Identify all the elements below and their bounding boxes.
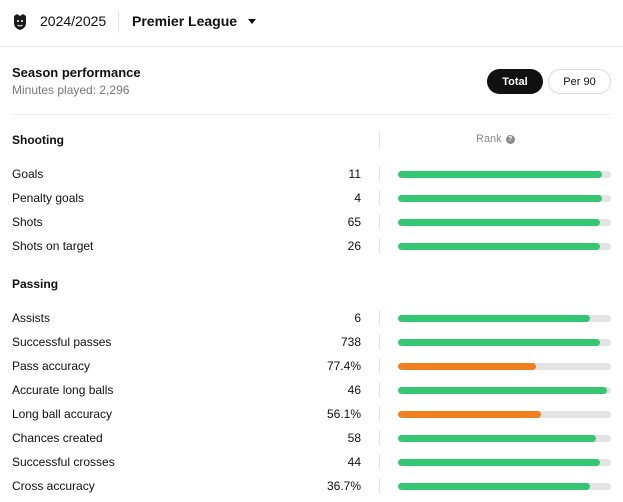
help-icon[interactable]: ? [505, 134, 515, 144]
rank-bar-track [398, 363, 611, 370]
total-toggle-button[interactable]: Total [487, 69, 543, 94]
rank-bar-fill [398, 411, 541, 418]
rank-bar-fill [398, 387, 607, 394]
rank-bar-fill [398, 243, 601, 250]
stat-value: 58 [347, 431, 361, 445]
rank-bar-track [398, 243, 611, 250]
divider [379, 214, 380, 230]
divider [379, 334, 380, 350]
season-selector[interactable]: 2024/2025 [40, 13, 107, 29]
stat-row: Pass accuracy 77.4% [0, 354, 623, 378]
stat-row: Shots on target 26 [0, 234, 623, 258]
rank-header: Rank ? [476, 133, 515, 145]
rank-bar-fill [398, 315, 590, 322]
rank-bar-track [398, 171, 611, 178]
rank-bar-track [398, 387, 611, 394]
stat-row: Shots 65 [0, 210, 623, 234]
rank-label: Rank [476, 133, 502, 145]
divider [379, 190, 380, 206]
rank-bar-track [398, 339, 611, 346]
divider [379, 382, 380, 398]
stat-label: Assists [12, 311, 51, 325]
rank-bar-fill [398, 219, 601, 226]
stat-label: Shots [12, 215, 43, 229]
rank-bar-fill [398, 195, 603, 202]
stat-value: 65 [347, 215, 361, 229]
rank-bar-fill [398, 435, 597, 442]
rank-bar-track [398, 435, 611, 442]
stat-row: Successful passes 738 [0, 330, 623, 354]
divider [379, 358, 380, 374]
stat-row: Chances created 58 [0, 426, 623, 450]
rank-bar-fill [398, 459, 601, 466]
stat-label: Cross accuracy [12, 479, 95, 493]
stat-value: 56.1% [326, 407, 361, 421]
stat-label: Shots on target [12, 239, 94, 253]
stat-row: Long ball accuracy 56.1% [0, 402, 623, 426]
divider [12, 114, 611, 115]
stat-value: 6 [354, 311, 361, 325]
stat-label: Pass accuracy [12, 359, 91, 373]
stat-value: 77.4% [326, 359, 361, 373]
stat-value: 36.7% [326, 479, 361, 493]
rank-bar-fill [398, 483, 590, 490]
stat-value: 44 [347, 455, 361, 469]
stat-value: 738 [340, 335, 361, 349]
section-title-shooting: Shooting [12, 133, 64, 147]
stat-row: Assists 6 [0, 306, 623, 330]
chevron-down-icon[interactable] [248, 19, 256, 24]
rank-bar-fill [398, 171, 603, 178]
divider [379, 131, 380, 149]
rank-bar-track [398, 219, 611, 226]
stat-label: Long ball accuracy [12, 407, 113, 421]
rank-bar-track [398, 483, 611, 490]
section-title: Season performance [12, 65, 141, 80]
divider [118, 11, 119, 33]
minutes-played: Minutes played: 2,296 [12, 83, 130, 97]
divider [379, 166, 380, 182]
stat-value: 46 [347, 383, 361, 397]
per90-toggle-button[interactable]: Per 90 [548, 69, 611, 94]
stat-value: 11 [348, 167, 361, 181]
rank-bar-track [398, 459, 611, 466]
stat-label: Chances created [12, 431, 103, 445]
divider [379, 406, 380, 422]
stat-value: 26 [347, 239, 361, 253]
section-title-passing: Passing [12, 277, 59, 291]
stat-label: Penalty goals [12, 191, 85, 205]
divider [379, 454, 380, 470]
divider [379, 430, 380, 446]
rank-bar-fill [398, 363, 537, 370]
stat-label: Accurate long balls [12, 383, 114, 397]
divider [379, 478, 380, 494]
stat-row: Accurate long balls 46 [0, 378, 623, 402]
rank-bar-track [398, 315, 611, 322]
rank-bar-fill [398, 339, 601, 346]
league-selector[interactable]: Premier League [132, 13, 238, 29]
divider [379, 238, 380, 254]
stat-label: Goals [12, 167, 44, 181]
stat-label: Successful crosses [12, 455, 115, 469]
premier-league-lion-icon [11, 13, 29, 31]
stat-value: 4 [354, 191, 361, 205]
stat-row: Penalty goals 4 [0, 186, 623, 210]
divider [379, 310, 380, 326]
rank-bar-track [398, 411, 611, 418]
rank-bar-track [398, 195, 611, 202]
stat-label: Successful passes [12, 335, 112, 349]
stat-row: Cross accuracy 36.7% [0, 474, 623, 498]
competition-bar: 2024/2025 Premier League [0, 0, 623, 47]
stat-row: Goals 11 [0, 162, 623, 186]
stat-row: Successful crosses 44 [0, 450, 623, 474]
